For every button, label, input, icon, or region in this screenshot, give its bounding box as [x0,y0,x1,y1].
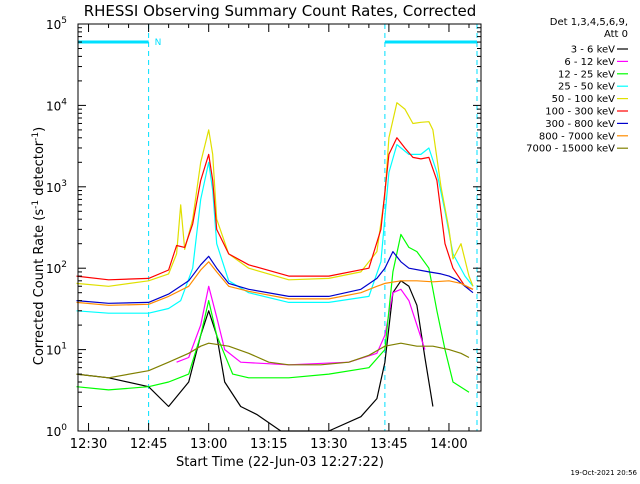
legend-label: 25 - 50 keV [558,82,615,93]
legend-label: 300 - 800 keV [545,119,615,130]
series-line-8 [76,342,470,379]
night-label: N [155,38,162,48]
legend-label: 100 - 300 keV [545,107,615,118]
x-tick-label: 13:45 [370,437,407,452]
x-tick-label: 12:30 [70,437,107,452]
series-line-7 [76,261,474,306]
y-tick-label: 102 [46,260,67,276]
legend-label: 7000 - 15000 keV [526,144,615,155]
axes: 12:30 12:45 13:00 13:15 13:30 13:45 14:00 100 10… [46,16,482,452]
x-tick-label: 13:00 [190,437,227,452]
chart-title: RHESSI Observing Summary Count Rates, Co… [84,2,477,20]
legend-label: 12 - 25 keV [558,69,615,80]
legend-label: 3 - 6 keV [571,45,615,56]
legend-label: 6 - 12 keV [564,57,615,68]
x-tick-label: 13:30 [310,437,347,452]
x-tick-label: 14:00 [430,437,467,452]
series-line-1 [176,285,426,366]
x-tick-label: 13:15 [250,437,287,452]
y-tick-label: 104 [46,97,67,113]
x-axis-label: Start Time (22-Jun-03 12:27:22) [176,455,384,470]
y-tick-label: 100 [46,423,67,439]
series-line-4 [76,102,474,287]
legend-label: 50 - 100 keV [552,94,616,105]
series-line-3 [76,144,474,314]
y-axis-label: Corrected Count Rate (s-1 detector-1) [31,127,47,365]
series-lines [76,102,474,432]
series-line-0 [76,280,434,432]
legend-header: Att 0 [604,29,628,40]
legend-label: 800 - 7000 keV [539,131,615,142]
plot-frame [77,23,482,432]
y-tick-label: 103 [46,179,67,195]
legend-header: Det 1,3,4,5,6,9, [550,17,628,28]
timestamp-label: 19-Oct-2021 20:56 [571,469,638,477]
y-tick-label: 105 [46,16,67,32]
y-tick-label: 101 [46,342,67,358]
series-line-6 [76,251,474,304]
series-line-2 [76,233,470,393]
x-tick-label: 12:45 [130,437,167,452]
series-line-5 [76,137,474,290]
night-markers: N [78,24,478,431]
